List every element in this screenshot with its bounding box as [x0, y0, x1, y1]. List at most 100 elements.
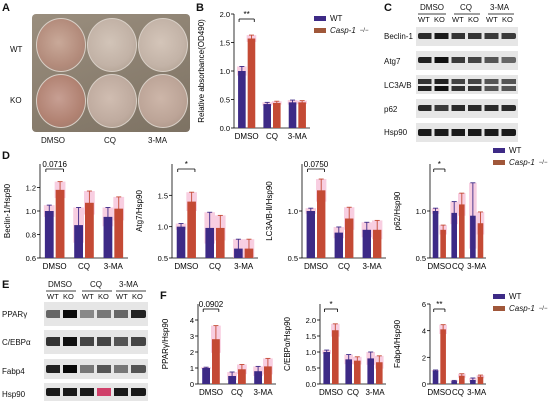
blot-c-strip-hsp90 — [416, 123, 518, 142]
d4-x-tick-label-0: DMSO — [427, 262, 451, 271]
d3-x-tick-label-0: DMSO — [304, 262, 328, 271]
f1-bar-1-2 — [264, 366, 272, 384]
blot-c-genotype-2: KO — [434, 15, 445, 24]
blot-e-svg — [46, 290, 146, 292]
f1-y-tick-label-0: 0 — [190, 380, 194, 389]
d3-y-tick-label-1: 1.0 — [288, 207, 298, 216]
d1-bar-1-2 — [114, 208, 124, 258]
blot-e-strip-cebp — [44, 330, 148, 354]
d2-x-tick-label-0: DMSO — [174, 262, 198, 271]
chart-f2: C/EBPα/Hsp90 0.0 0.5 1.0 1.5 2.0 DMSO CQ 3-MA * — [283, 300, 386, 397]
blot-e-genotype-5: WT — [116, 292, 128, 301]
blot-c-genotype-5: WT — [486, 15, 498, 24]
panel-letter-c: C — [384, 2, 392, 14]
legend-f-swatch-ko — [493, 306, 505, 311]
f1-x-tick-label-0: DMSO — [199, 388, 223, 397]
f3-y-tick-label-1: 2 — [422, 353, 426, 362]
blot-e-label-ppar: PPARγ — [2, 310, 28, 319]
d2-sig-label: * — [185, 160, 188, 169]
d1-sig-label: 0.0716 — [42, 160, 67, 169]
d4-bar-0-1 — [451, 212, 457, 258]
legend-f-wt: WT — [493, 292, 547, 301]
d3-x-tick-label-2: 3-MA — [362, 262, 382, 271]
b-y-tick-label-2: 1.0 — [220, 67, 230, 76]
d2-bar-1-0 — [187, 201, 196, 258]
f2-y-tick-label-4: 2.0 — [306, 316, 316, 325]
well-ko-dmso — [36, 74, 86, 128]
f1-bar-0-2 — [254, 371, 262, 384]
legend-f-label-wt: WT — [509, 292, 522, 301]
f2-y-tick-label-2: 1.0 — [306, 348, 316, 357]
panel-e-blot: DMSO CQ 3-MA WT KO WT KO WT KO PPARγ C/E… — [2, 279, 152, 403]
blot-e-genotype-4: KO — [98, 292, 109, 301]
well-wt-cq — [87, 18, 137, 72]
blot-c-genotype-6: KO — [502, 15, 513, 24]
b-y-tick-label-1: 0.5 — [220, 96, 230, 105]
f3-bar-1-1 — [459, 375, 465, 384]
d1-y-tick-label-1: 0.8 — [26, 231, 36, 240]
blot-c-genotype-4: KO — [468, 15, 479, 24]
legend-d-swatch-ko — [493, 160, 505, 165]
blot-c-strip-beclin1 — [416, 27, 518, 46]
legend-top-ko: Casp-1 −/− — [314, 26, 368, 35]
f1-y-tick-label-3: 3 — [190, 332, 194, 341]
f2-y-tick-label-3: 1.5 — [306, 332, 316, 341]
legend-swatch-ko — [314, 28, 326, 33]
f2-bar-1-2 — [376, 362, 383, 384]
d1-x-tick-label-2: 3-MA — [104, 262, 124, 271]
f1-y-tick-label-1: 1 — [190, 364, 194, 373]
f1-x-tick-label-1: CQ — [231, 388, 243, 397]
f2-bar-1-1 — [354, 360, 361, 384]
d4-x-tick-label-2: 3-MA — [467, 262, 487, 271]
legend-swatch-wt — [314, 16, 326, 21]
blot-e-label-hsp90: Hsp90 — [2, 390, 26, 399]
f2-bar-0-1 — [345, 359, 352, 384]
b-y-tick-label-4: 2.0 — [220, 10, 230, 19]
d3-x-tick-label-1: CQ — [338, 262, 350, 271]
d1-x-tick-label-1: CQ — [78, 262, 90, 271]
blot-e-strip-fabp4 — [44, 359, 148, 379]
f1-bar-1-0 — [212, 339, 220, 384]
blot-c-label-lc3ab: LC3A/B — [384, 81, 412, 90]
legend-label-ko: Casp-1 — [330, 26, 356, 35]
chart-d2: Atg7/Hsp90 0.5 1.0 1.5 DMSO CQ 3-MA * — [135, 160, 258, 271]
d4-y-tick-label-1: 1.0 — [416, 207, 426, 216]
f2-y-axis-label: C/EBPα/Hsp90 — [283, 316, 292, 371]
chart-f3: Fabp4/Hsp90 0 2 4 6 DMSO CQ 3-MA ** — [393, 300, 487, 397]
f3-y-tick-label-2: 4 — [422, 327, 426, 336]
b-y-tick-label-0: 0.0 — [220, 124, 230, 133]
legend-label-ko-sup: −/− — [359, 27, 369, 34]
well-ko-3ma — [138, 74, 188, 128]
d1-y-tick-label-3: 1.2 — [26, 184, 36, 193]
d2-bar-1-1 — [216, 227, 225, 258]
f2-sig-label: * — [329, 300, 332, 309]
f2-bar-0-0 — [323, 352, 330, 384]
blot-c-svg — [418, 13, 514, 15]
blot-e-strip-ppar — [44, 302, 148, 326]
legend-d-label-ko: Casp-1 — [509, 158, 535, 167]
d2-y-tick-label-1: 1.0 — [158, 223, 168, 232]
b-x-tick-label-2: 3-MA — [288, 132, 308, 141]
d3-bar-1-2 — [373, 229, 382, 258]
d1-bar-0-0 — [44, 211, 54, 258]
d4-y-axis-label: p62/Hsp90 — [393, 191, 402, 230]
f3-bar-0-1 — [451, 381, 457, 384]
blot-c-label-p62: p62 — [384, 105, 398, 114]
plate-row-label-ko: KO — [10, 96, 22, 105]
b-bar-0-2 — [288, 102, 297, 128]
f1-y-tick-label-4: 4 — [190, 316, 194, 325]
d2-y-axis-label: Atg7/Hsp90 — [135, 190, 144, 232]
d3-sig-label: 0.0750 — [304, 160, 329, 169]
blot-c-label-beclin1: Beclin-1 — [384, 32, 413, 41]
d4-bar-1-0 — [440, 229, 446, 258]
f3-bar-0-0 — [432, 370, 439, 384]
legend-f-label-ko-sup: −/− — [538, 305, 548, 312]
blot-c-treatment-dmso: DMSO — [420, 3, 444, 12]
f3-sig-label: ** — [436, 300, 442, 309]
d1-bar-0-2 — [103, 216, 113, 258]
blot-c-label-atg7: Atg7 — [384, 57, 401, 66]
blot-e-treatment-dmso: DMSO — [48, 280, 72, 289]
d4-y-tick-label-0: 0.5 — [416, 254, 426, 263]
panel-a-plate-photo — [32, 14, 190, 132]
d1-y-tick-label-2: 1.0 — [26, 207, 36, 216]
